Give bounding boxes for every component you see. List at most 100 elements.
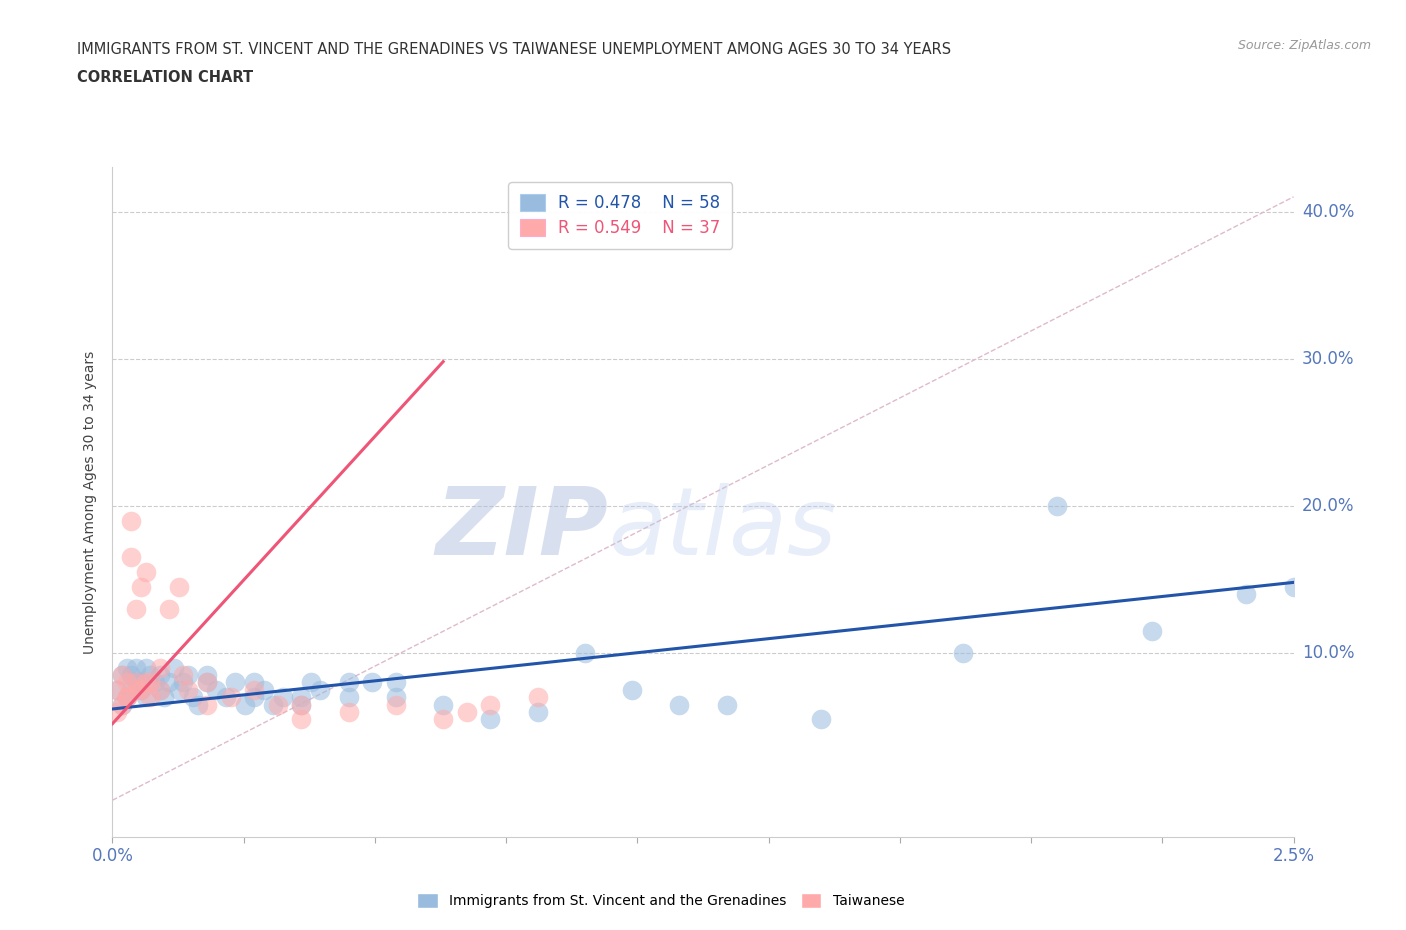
Point (135, 690, 157, 705)
Text: 30.0%: 30.0% (1302, 350, 1354, 367)
Point (526, 704, 548, 719)
Point (243, 683, 266, 698)
Legend: Immigrants from St. Vincent and the Grenadines, Taiwanese: Immigrants from St. Vincent and the Gren… (412, 888, 910, 914)
Point (716, 698, 738, 712)
Point (181, 690, 204, 705)
Point (111, 668, 134, 683)
Point (952, 645, 974, 660)
Point (105, 683, 128, 698)
Text: 10.0%: 10.0% (1302, 644, 1354, 662)
Point (243, 675, 266, 690)
Point (149, 683, 172, 698)
Point (621, 683, 644, 698)
Point (115, 690, 138, 705)
Point (115, 660, 138, 675)
Point (479, 711, 502, 726)
Point (177, 668, 200, 683)
Point (120, 513, 142, 528)
Point (385, 698, 408, 712)
Point (135, 660, 157, 675)
Point (810, 711, 832, 726)
Text: atlas: atlas (609, 484, 837, 575)
Point (290, 711, 312, 726)
Legend: R = 0.478    N = 58, R = 0.549    N = 37: R = 0.478 N = 58, R = 0.549 N = 37 (509, 182, 733, 248)
Point (432, 711, 454, 726)
Point (149, 683, 172, 698)
Point (120, 550, 142, 565)
Point (385, 690, 408, 705)
Point (105, 683, 128, 698)
Point (456, 704, 478, 719)
Point (337, 704, 360, 719)
Point (1140, 623, 1163, 638)
Point (177, 683, 200, 698)
Point (385, 675, 408, 690)
Point (224, 675, 246, 690)
Point (115, 675, 138, 690)
Point (139, 675, 162, 690)
Point (233, 698, 256, 712)
Point (195, 698, 218, 712)
Point (111, 698, 134, 712)
Point (195, 675, 218, 690)
Text: CORRELATION CHART: CORRELATION CHART (77, 70, 253, 85)
Point (125, 660, 148, 675)
Point (139, 690, 162, 705)
Point (668, 698, 690, 712)
Point (149, 668, 172, 683)
Point (337, 675, 360, 690)
Point (157, 675, 180, 690)
Point (299, 675, 322, 690)
Point (205, 683, 228, 698)
Point (111, 698, 134, 712)
Text: IMMIGRANTS FROM ST. VINCENT AND THE GRENADINES VS TAIWANESE UNEMPLOYMENT AMONG A: IMMIGRANTS FROM ST. VINCENT AND THE GREN… (77, 42, 952, 57)
Point (129, 675, 152, 690)
Point (149, 660, 172, 675)
Point (129, 683, 152, 698)
Point (219, 690, 242, 705)
Point (115, 690, 138, 705)
Point (262, 698, 284, 712)
Y-axis label: Unemployment Among Ages 30 to 34 years: Unemployment Among Ages 30 to 34 years (83, 351, 97, 654)
Point (153, 690, 176, 705)
Point (172, 668, 194, 683)
Point (172, 675, 194, 690)
Point (157, 602, 180, 617)
Point (125, 602, 148, 617)
Point (337, 690, 360, 705)
Point (195, 668, 218, 683)
Point (120, 683, 142, 698)
Point (290, 698, 312, 712)
Point (125, 675, 148, 690)
Point (167, 579, 190, 594)
Text: 40.0%: 40.0% (1302, 203, 1354, 220)
Point (309, 683, 332, 698)
Point (120, 668, 142, 683)
Point (1282, 579, 1305, 594)
Point (361, 675, 384, 690)
Point (574, 645, 596, 660)
Point (1234, 587, 1257, 602)
Point (129, 683, 152, 698)
Point (139, 668, 162, 683)
Point (243, 690, 266, 705)
Point (195, 675, 218, 690)
Point (125, 683, 148, 698)
Point (290, 690, 312, 705)
Point (111, 668, 134, 683)
Point (271, 690, 294, 705)
Point (135, 675, 157, 690)
Point (526, 690, 548, 705)
Text: Source: ZipAtlas.com: Source: ZipAtlas.com (1237, 39, 1371, 52)
Point (290, 698, 312, 712)
Point (143, 675, 166, 690)
Point (167, 683, 190, 698)
Point (186, 698, 208, 712)
Point (163, 660, 186, 675)
Point (432, 698, 454, 712)
Point (267, 698, 290, 712)
Point (479, 698, 502, 712)
Text: 20.0%: 20.0% (1302, 497, 1354, 515)
Point (125, 675, 148, 690)
Point (253, 683, 276, 698)
